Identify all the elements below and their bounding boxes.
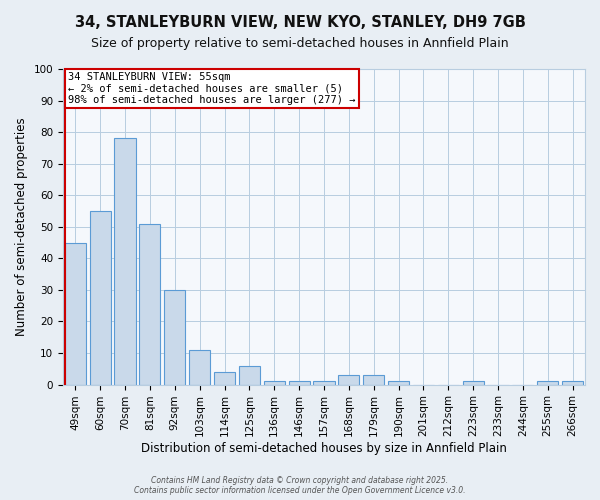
Bar [289,382,310,384]
Bar [562,382,583,384]
Bar [363,375,384,384]
Bar [214,372,235,384]
Bar [164,290,185,384]
Text: 34 STANLEYBURN VIEW: 55sqm
← 2% of semi-detached houses are smaller (5)
98% of s: 34 STANLEYBURN VIEW: 55sqm ← 2% of semi-… [68,72,356,106]
Text: Contains HM Land Registry data © Crown copyright and database right 2025.
Contai: Contains HM Land Registry data © Crown c… [134,476,466,495]
Bar [338,375,359,384]
Bar [263,382,285,384]
Bar [537,382,558,384]
Bar [239,366,260,384]
Bar [463,382,484,384]
Y-axis label: Number of semi-detached properties: Number of semi-detached properties [15,118,28,336]
Bar [189,350,210,384]
Text: Size of property relative to semi-detached houses in Annfield Plain: Size of property relative to semi-detach… [91,38,509,51]
X-axis label: Distribution of semi-detached houses by size in Annfield Plain: Distribution of semi-detached houses by … [141,442,507,455]
Bar [388,382,409,384]
Bar [139,224,160,384]
Bar [313,382,335,384]
Bar [89,211,111,384]
Bar [115,138,136,384]
Bar [65,242,86,384]
Text: 34, STANLEYBURN VIEW, NEW KYO, STANLEY, DH9 7GB: 34, STANLEYBURN VIEW, NEW KYO, STANLEY, … [74,15,526,30]
